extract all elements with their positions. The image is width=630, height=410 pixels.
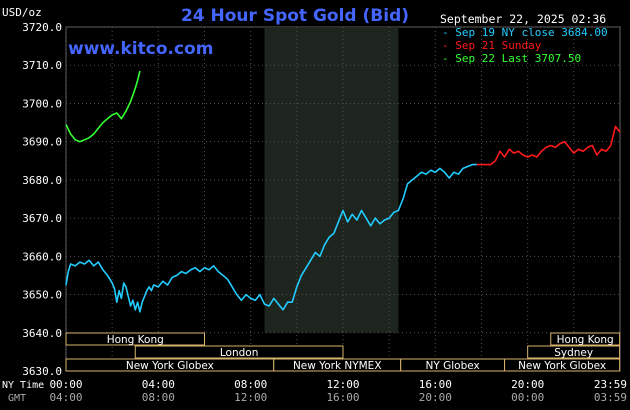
- ny-tick-label: 16:00: [419, 378, 452, 391]
- ny-tick-label: 04:00: [142, 378, 175, 391]
- series-line-3: [65, 70, 141, 143]
- gmt-tick-label: 20:00: [419, 391, 452, 404]
- gmt-tick-label: 00:00: [511, 391, 544, 404]
- market-label: Hong Kong: [557, 334, 614, 346]
- y-tick-label: 3710.0: [22, 59, 62, 72]
- market-label: London: [220, 347, 259, 359]
- series-line-1: [65, 163, 477, 313]
- market-bar: [134, 345, 344, 359]
- gmt-tick-label: 08:00: [142, 391, 175, 404]
- gmt-tick-label: 16:00: [326, 391, 359, 404]
- y-tick-label: 3690.0: [22, 136, 62, 149]
- legend-entry: - Sep 21 Sunday: [442, 39, 542, 52]
- market-label: Sydney: [554, 347, 593, 359]
- market-label: New York NYMEX: [293, 360, 382, 372]
- market-bar: [504, 358, 621, 372]
- ny-tick-label: 00:00: [49, 378, 82, 391]
- ny-tick-label: 23:59: [594, 378, 627, 391]
- legend-entry: - Sep 19 NY close 3684.00: [442, 26, 608, 39]
- x-axis-ticks: NY TimeGMT00:0004:0004:0008:0008:0012:00…: [2, 378, 627, 404]
- y-tick-label: 3700.0: [22, 97, 62, 110]
- gmt-label: GMT: [8, 393, 26, 404]
- series-line-2: [476, 125, 621, 166]
- market-bar: [550, 332, 621, 346]
- market-bar: [527, 345, 621, 359]
- unit-label: USD/oz: [2, 6, 42, 19]
- timestamp: September 22, 2025 02:36: [440, 12, 606, 26]
- gmt-tick-label: 03:59: [594, 391, 627, 404]
- legend-entry: - Sep 22 Last 3707.50: [442, 52, 581, 65]
- ny-tick-label: 20:00: [511, 378, 544, 391]
- y-tick-label: 3630.0: [22, 365, 62, 378]
- y-axis-ticks: 3630.0 3640.0 3650.0 3660.0 3670.0 3680.0 3690…: [22, 21, 62, 378]
- y-tick-label: 3660.0: [22, 250, 62, 263]
- gmt-tick-label: 12:00: [234, 391, 267, 404]
- legend: - Sep 19 NY close 3684.00- Sep 21 Sunday…: [442, 26, 608, 65]
- chart-title: 24 Hour Spot Gold (Bid): [181, 6, 409, 26]
- market-label: Hong Kong: [107, 334, 164, 346]
- series-layer: [65, 70, 621, 313]
- market-label: NY Globex: [426, 360, 480, 372]
- y-tick-label: 3670.0: [22, 212, 62, 225]
- market-label: New York Globex: [518, 360, 606, 372]
- y-tick-label: 3650.0: [22, 289, 62, 302]
- market-bar: [65, 332, 205, 346]
- gmt-tick-label: 04:00: [49, 391, 82, 404]
- ny-tick-label: 12:00: [326, 378, 359, 391]
- market-label: New York Globex: [126, 360, 214, 372]
- brand-watermark: www.kitco.com: [68, 39, 213, 59]
- ny-time-label: NY Time: [2, 380, 44, 391]
- y-tick-label: 3640.0: [22, 327, 62, 340]
- y-tick-label: 3720.0: [22, 21, 62, 34]
- y-tick-label: 3680.0: [22, 174, 62, 187]
- ny-tick-label: 08:00: [234, 378, 267, 391]
